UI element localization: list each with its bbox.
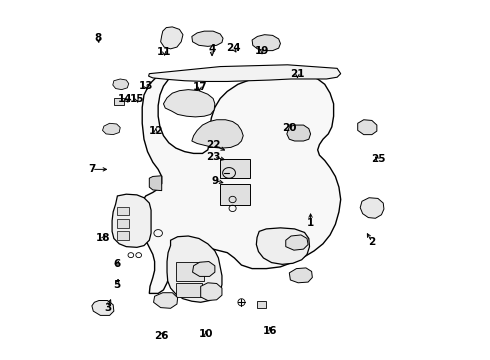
- Bar: [176, 283, 202, 297]
- Polygon shape: [102, 123, 120, 135]
- Text: 19: 19: [255, 46, 269, 56]
- Text: 10: 10: [199, 329, 213, 339]
- Polygon shape: [193, 261, 215, 276]
- Bar: [117, 219, 129, 228]
- Text: 15: 15: [130, 94, 144, 104]
- Text: 7: 7: [88, 165, 96, 174]
- Text: 23: 23: [207, 152, 221, 162]
- Polygon shape: [164, 90, 215, 117]
- Polygon shape: [287, 125, 311, 141]
- Polygon shape: [141, 74, 341, 293]
- Polygon shape: [167, 236, 222, 302]
- Text: 14: 14: [118, 94, 132, 104]
- Polygon shape: [286, 235, 308, 250]
- Polygon shape: [161, 27, 183, 49]
- Bar: [220, 159, 250, 178]
- Text: 9: 9: [211, 176, 219, 186]
- Bar: [114, 98, 124, 105]
- Text: 18: 18: [96, 234, 110, 243]
- Text: 21: 21: [290, 69, 305, 79]
- Polygon shape: [252, 35, 280, 51]
- Text: 1: 1: [307, 217, 314, 228]
- Text: 3: 3: [104, 303, 111, 312]
- Text: 5: 5: [113, 280, 121, 289]
- Text: 8: 8: [94, 33, 101, 43]
- Text: 24: 24: [226, 43, 241, 53]
- Polygon shape: [192, 31, 223, 46]
- Bar: [257, 301, 266, 307]
- Text: 16: 16: [263, 326, 278, 336]
- Text: 26: 26: [154, 331, 169, 341]
- Polygon shape: [112, 194, 151, 247]
- Text: 11: 11: [157, 47, 172, 57]
- Text: 20: 20: [282, 122, 296, 132]
- Text: 12: 12: [148, 126, 163, 136]
- Polygon shape: [113, 79, 129, 90]
- Text: 17: 17: [192, 82, 207, 92]
- Text: 13: 13: [139, 81, 153, 91]
- Polygon shape: [289, 268, 312, 283]
- Polygon shape: [192, 120, 243, 148]
- Text: 6: 6: [113, 259, 121, 269]
- Polygon shape: [153, 293, 178, 308]
- Text: 2: 2: [368, 237, 375, 247]
- Polygon shape: [360, 198, 384, 218]
- Bar: [117, 231, 129, 240]
- Bar: [176, 261, 204, 281]
- Text: 22: 22: [207, 140, 221, 150]
- Polygon shape: [148, 65, 341, 81]
- Polygon shape: [201, 283, 222, 301]
- Bar: [220, 184, 250, 205]
- Polygon shape: [358, 120, 377, 135]
- Polygon shape: [149, 176, 162, 191]
- Polygon shape: [92, 301, 114, 315]
- Text: 4: 4: [208, 44, 216, 54]
- Bar: [117, 207, 129, 215]
- Text: 25: 25: [370, 154, 385, 165]
- Polygon shape: [256, 228, 310, 264]
